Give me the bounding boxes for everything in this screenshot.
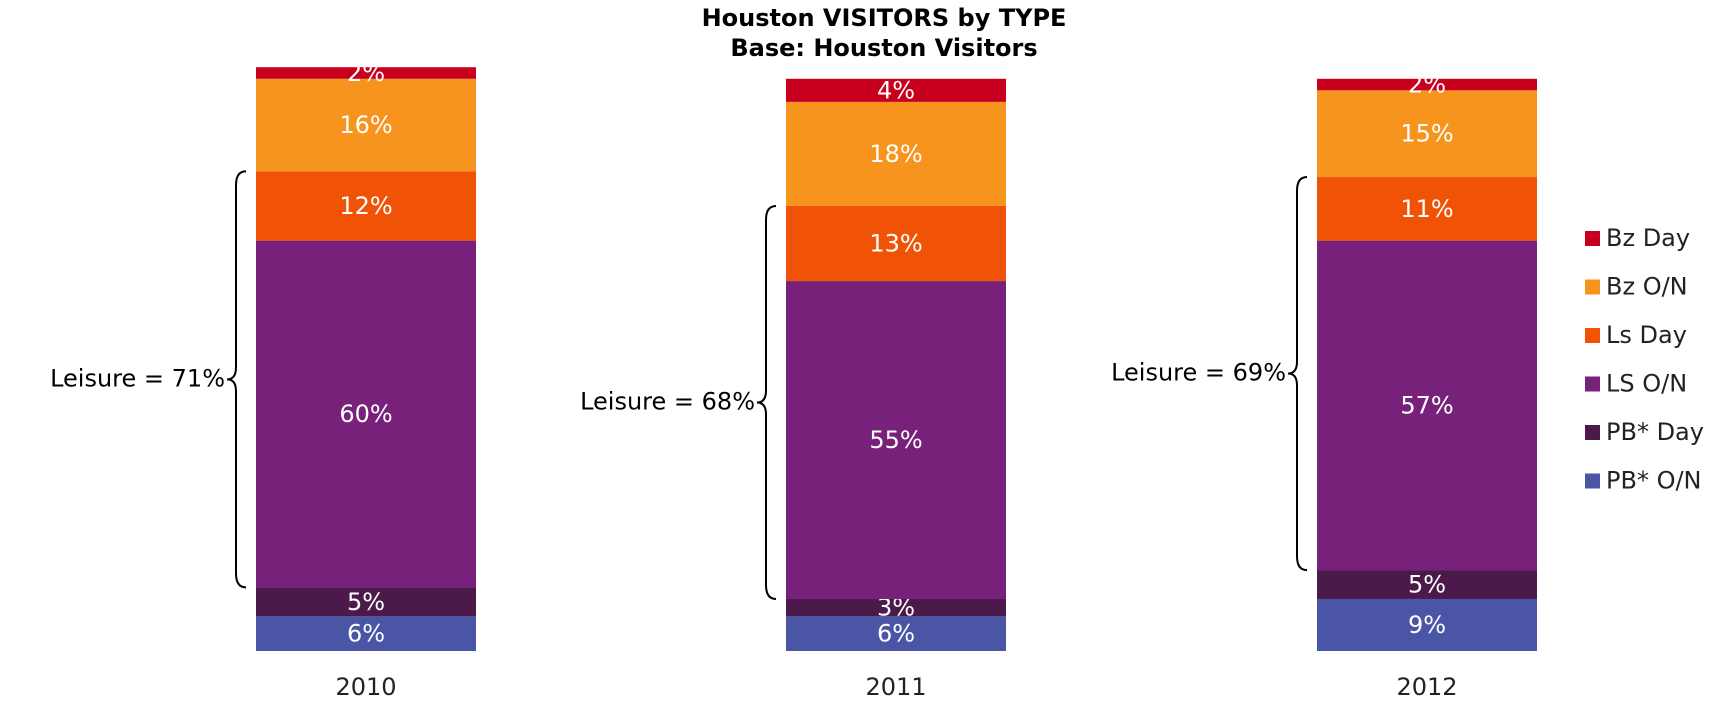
brace <box>1287 176 1308 572</box>
data-label: 13% <box>869 230 922 258</box>
bar-segment <box>256 240 476 588</box>
legend-label: Bz O/N <box>1606 273 1688 301</box>
legend-label: Bz Day <box>1606 224 1690 252</box>
legend-label: PB* Day <box>1606 418 1704 446</box>
bar-segment <box>1317 90 1537 178</box>
annotation: Leisure = 71% <box>50 364 225 392</box>
legend-swatch <box>1585 376 1600 392</box>
brace <box>756 204 777 600</box>
data-label: 16% <box>339 111 392 139</box>
bar-segment <box>256 171 476 241</box>
bar-segment <box>786 101 1006 206</box>
brace <box>226 170 247 589</box>
data-label: 12% <box>339 192 392 220</box>
data-label: 57% <box>1400 391 1453 419</box>
data-label: 55% <box>869 426 922 454</box>
legend-label: Ls Day <box>1606 321 1687 349</box>
data-label: 6% <box>877 620 915 648</box>
annotation: Leisure = 69% <box>1111 359 1286 387</box>
data-label: 5% <box>1408 571 1446 599</box>
bar-segment <box>256 67 476 79</box>
bar-segment <box>786 281 1006 599</box>
data-label: 60% <box>339 400 392 428</box>
bar-segment <box>1317 598 1537 651</box>
data-label: 11% <box>1400 195 1453 223</box>
bar-segment <box>1317 78 1537 91</box>
data-label: 15% <box>1400 120 1453 148</box>
data-label: 4% <box>877 76 915 104</box>
data-label: 2% <box>1408 71 1446 99</box>
x-tick-label: 2011 <box>865 673 926 701</box>
bar-segment <box>786 598 1006 617</box>
data-label: 9% <box>1408 611 1446 639</box>
legend-swatch <box>1585 473 1600 489</box>
bar-segment <box>256 616 476 651</box>
bar-segment <box>786 205 1006 282</box>
legend-label: LS O/N <box>1606 370 1687 398</box>
annotation: Leisure = 68% <box>580 387 755 415</box>
data-label: 2% <box>347 59 385 87</box>
x-tick-label: 2010 <box>335 673 396 701</box>
bar-segment <box>256 587 476 617</box>
data-label: 5% <box>347 588 385 616</box>
legend-swatch <box>1585 425 1600 440</box>
legend-label: PB* O/N <box>1606 467 1702 495</box>
bar-segment <box>786 616 1006 651</box>
bar-segment <box>786 78 1006 102</box>
legend-swatch <box>1585 328 1600 343</box>
bar-segment <box>1317 240 1537 571</box>
x-tick-label: 2012 <box>1396 673 1457 701</box>
bar-segment <box>1317 570 1537 599</box>
bar-segment <box>256 78 476 172</box>
legend-swatch <box>1585 279 1600 295</box>
data-label: 18% <box>869 140 922 168</box>
chart-title: Houston VISITORS by TYPE <box>702 4 1067 32</box>
legend-swatch <box>1585 231 1600 246</box>
bar-segment <box>1317 177 1537 241</box>
data-label: 6% <box>347 620 385 648</box>
chart-subtitle: Base: Houston Visitors <box>730 34 1037 62</box>
